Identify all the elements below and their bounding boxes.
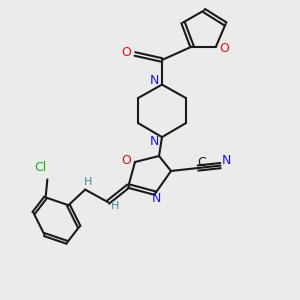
Text: Cl: Cl [34,161,46,174]
Text: O: O [122,46,131,59]
Text: N: N [150,135,159,148]
Text: N: N [152,192,162,205]
Text: H: H [110,201,119,211]
Text: N: N [222,154,231,167]
Text: H: H [83,177,92,187]
Text: O: O [122,154,131,167]
Text: N: N [150,74,159,88]
Text: O: O [220,42,229,56]
Text: C: C [197,156,206,169]
